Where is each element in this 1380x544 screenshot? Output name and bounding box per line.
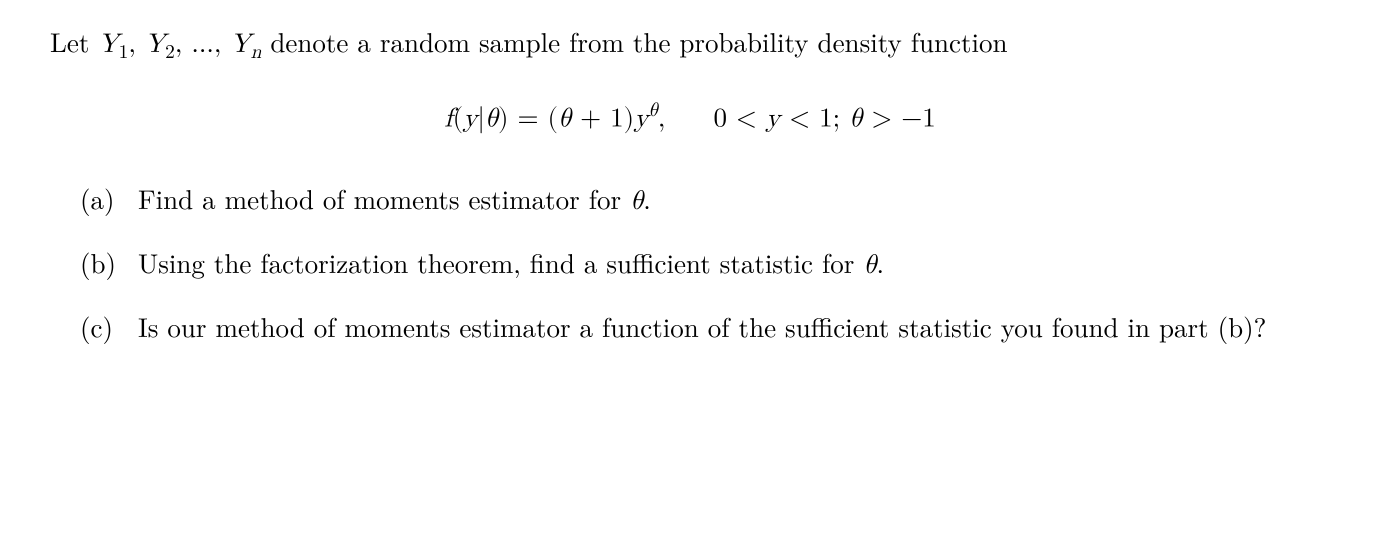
item-b-pre: Using the factorization theorem, find a …: [138, 243, 863, 281]
var-y1-sub: 1: [119, 42, 129, 62]
eq-open: (: [453, 106, 464, 133]
eq-theta2: θ: [558, 106, 571, 133]
intro-paragraph: Let Y1, Y2, ..., Yn denote a random samp…: [50, 22, 1330, 66]
item-b: (b) Using the factorization theorem, fin…: [50, 243, 1330, 285]
sep2: , ...,: [175, 22, 231, 60]
item-c-label: (c): [80, 307, 138, 346]
var-yn: Y: [230, 31, 250, 58]
cond-lt1: <: [727, 106, 766, 133]
cond-semi: ;: [833, 106, 849, 133]
display-equation: f(y|θ) = (θ + 1)yθ,0 < y < 1; θ > −1: [50, 96, 1330, 139]
eq-bar: |: [477, 106, 485, 133]
cond-theta: θ: [849, 106, 862, 133]
cond-lt2: <: [780, 106, 819, 133]
intro-text-post: denote a random sample from the probabil…: [261, 22, 1007, 60]
eq-f: f: [444, 106, 452, 133]
item-a-label: (a): [80, 179, 138, 221]
eq-close2: ): [624, 106, 635, 133]
cond-one: 1: [819, 106, 833, 133]
item-b-body: Using the factorization theorem, find a …: [138, 243, 1330, 285]
item-a-theta: θ: [630, 188, 643, 215]
intro-text-pre: Let: [50, 22, 98, 60]
eq-exp-theta: θ: [648, 100, 658, 120]
eq-comma: ,: [658, 106, 666, 133]
item-c-body: Is our method of moments estimator a fun…: [138, 307, 1330, 346]
eq-y: y: [463, 106, 477, 133]
eq-open2: (: [548, 106, 559, 133]
item-a-pre: Find a method of moments estimator for: [138, 179, 630, 217]
item-a: (a) Find a method of moments estimator f…: [50, 179, 1330, 221]
cond-gt: >: [862, 106, 901, 133]
sep1: ,: [128, 22, 145, 60]
item-b-theta: θ: [863, 252, 876, 279]
eq-y2: y: [634, 106, 648, 133]
eq-one: 1: [610, 106, 624, 133]
eq-close: ): [498, 106, 509, 133]
eq-eq: =: [509, 106, 548, 133]
item-a-body: Find a method of moments estimator for θ…: [138, 179, 1330, 221]
cond-zero: 0: [713, 106, 727, 133]
cond-y: y: [766, 106, 780, 133]
item-a-post: .: [643, 179, 651, 217]
var-y1: Y: [98, 31, 118, 58]
cond-neg1: −1: [901, 106, 936, 133]
var-yn-sub: n: [251, 42, 262, 62]
var-y2-sub: 2: [165, 42, 175, 62]
page: Let Y1, Y2, ..., Yn denote a random samp…: [0, 0, 1380, 398]
item-b-label: (b): [80, 243, 138, 285]
eq-plus: +: [571, 106, 610, 133]
item-c-text: Is our method of moments estimator a fun…: [138, 307, 1266, 345]
item-c: (c) Is our method of moments estimator a…: [50, 307, 1330, 346]
item-b-post: .: [877, 243, 885, 281]
eq-theta1: θ: [485, 106, 498, 133]
var-y2: Y: [145, 31, 165, 58]
